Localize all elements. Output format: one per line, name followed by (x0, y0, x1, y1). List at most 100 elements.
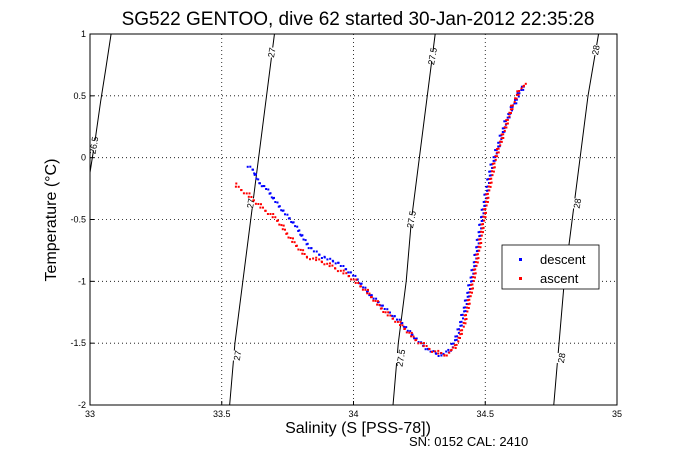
data-point-ascent (262, 206, 264, 209)
data-point-ascent (474, 268, 477, 271)
data-point-descent (497, 141, 500, 144)
data-point-ascent (445, 354, 448, 357)
data-point-ascent (475, 264, 478, 267)
data-point-ascent (483, 208, 486, 211)
data-point-ascent (480, 230, 483, 233)
data-point-ascent (469, 291, 472, 294)
data-point-descent (381, 304, 384, 307)
data-point-ascent (423, 342, 425, 345)
data-point-descent (488, 174, 491, 177)
data-point-ascent (372, 299, 375, 302)
data-point-descent (516, 92, 519, 95)
footer-serial: SN: 0152 CAL: 2410 (409, 434, 528, 449)
data-point-ascent (410, 335, 413, 338)
data-point-ascent (477, 245, 480, 248)
data-point-ascent (506, 118, 509, 121)
data-point-descent (467, 291, 470, 294)
data-point-descent (470, 269, 473, 272)
data-point-ascent (254, 202, 257, 205)
data-point-descent (469, 288, 471, 290)
data-point-ascent (482, 231, 484, 234)
data-point-descent (478, 230, 481, 233)
data-point-ascent (474, 276, 476, 279)
data-point-descent (406, 329, 409, 332)
data-point-ascent (484, 216, 487, 219)
data-point-ascent (396, 320, 399, 323)
data-point-ascent (459, 329, 462, 332)
contour-label: 27 (232, 350, 244, 362)
data-point-descent (249, 165, 252, 168)
data-point-ascent (463, 314, 466, 317)
data-point-ascent (379, 307, 382, 310)
contour-label-bg (423, 51, 442, 62)
data-point-ascent (515, 97, 518, 100)
data-point-descent (326, 258, 329, 261)
data-point-descent (486, 178, 489, 181)
data-point-ascent (368, 292, 371, 295)
data-point-descent (482, 212, 485, 215)
density-contours: 26.5 27 27 27 27.5 27.5 27.5 28 28 28 (84, 33, 605, 406)
data-point-descent (310, 247, 313, 250)
data-point-ascent (461, 329, 464, 332)
data-point-ascent (357, 282, 360, 284)
data-point-descent (480, 216, 482, 219)
data-point-ascent (488, 189, 491, 192)
data-point-descent (454, 335, 457, 338)
data-point-descent (318, 253, 321, 256)
data-point-descent (297, 230, 300, 232)
data-point-descent (470, 280, 472, 283)
data-point-descent (479, 223, 482, 226)
data-point-descent (424, 348, 427, 351)
contour-label: 28 (556, 352, 568, 364)
data-point-ascent (467, 303, 470, 306)
data-point-descent (290, 221, 293, 223)
data-point-ascent (483, 219, 486, 222)
data-point-descent (429, 350, 432, 353)
data-point-descent (520, 89, 523, 91)
data-point-ascent (476, 261, 479, 264)
contour-label-bg (586, 45, 605, 56)
data-point-descent (483, 193, 486, 196)
data-point-descent (362, 286, 365, 289)
data-point-descent (473, 265, 476, 268)
data-point-ascent (468, 302, 471, 305)
data-point-descent (480, 208, 483, 211)
data-point-descent (465, 299, 468, 302)
data-point-ascent (247, 195, 250, 198)
data-point-ascent (295, 245, 298, 247)
data-point-descent (450, 342, 453, 345)
data-point-ascent (271, 216, 274, 219)
data-point-ascent (339, 269, 342, 272)
data-point-descent (480, 220, 483, 222)
data-point-descent (257, 178, 260, 181)
data-point-ascent (470, 287, 473, 290)
data-point-ascent (242, 192, 245, 195)
data-point-ascent (500, 137, 503, 140)
data-point-descent (489, 170, 492, 173)
data-point-descent (337, 261, 340, 264)
data-point-ascent (490, 181, 493, 184)
data-point-descent (267, 188, 270, 191)
data-point-ascent (464, 322, 467, 325)
contour-label: 28 (572, 198, 584, 210)
data-point-ascent (469, 295, 472, 298)
data-point-descent (475, 250, 478, 253)
data-point-descent (366, 290, 368, 293)
data-point-ascent (320, 260, 323, 263)
data-point-ascent (522, 85, 525, 88)
contour-label: 27.5 (405, 210, 418, 229)
data-point-ascent (266, 213, 269, 215)
data-point-ascent (234, 185, 237, 188)
data-point-descent (477, 242, 480, 245)
data-point-descent (368, 294, 371, 297)
data-point-descent (262, 185, 265, 187)
data-point-descent (477, 249, 480, 252)
data-point-ascent (479, 238, 482, 241)
legend-marker-ascent (519, 277, 522, 280)
data-point-ascent (462, 321, 465, 324)
data-point-ascent (480, 234, 483, 237)
data-point-descent (466, 291, 469, 294)
data-point-ascent (488, 178, 491, 180)
data-point-ascent (505, 119, 508, 122)
y-tick-label: 0.5 (73, 91, 86, 101)
